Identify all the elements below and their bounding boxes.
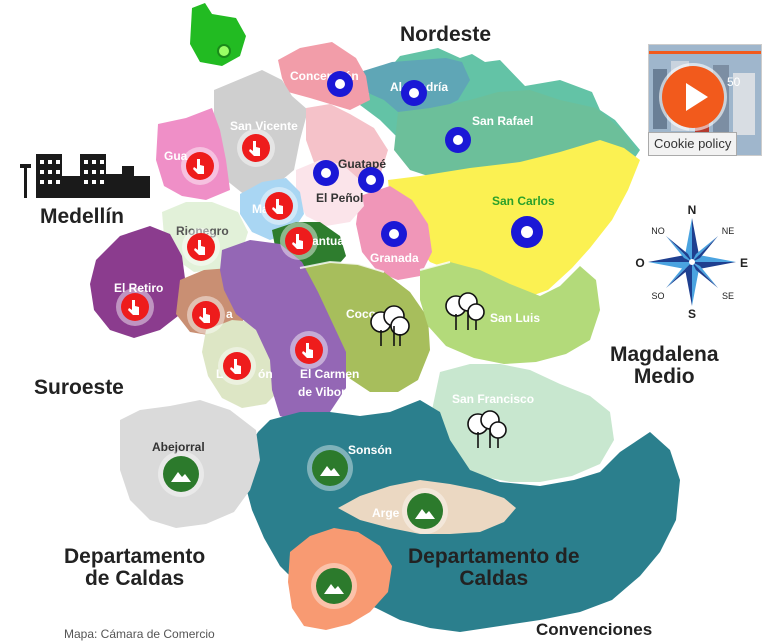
label-san-carlos: San Carlos [492, 194, 555, 208]
tree-markers [370, 292, 507, 448]
compass-ne: NE [722, 226, 735, 236]
label-nordeste: Nordeste [400, 23, 492, 46]
label-magdalena-medio: Magdalena Medio [610, 343, 719, 389]
label-caldas-left-line-2: de Caldas [84, 567, 185, 591]
compass-se: SE [722, 291, 734, 301]
region-el-penol-area [296, 160, 364, 226]
red-marker-el-retiro[interactable] [116, 288, 154, 326]
play-button[interactable] [662, 66, 724, 128]
cookie-policy-button[interactable]: Cookie policy [648, 132, 738, 156]
label-caldas-right-line-1: Departamento de [408, 545, 580, 568]
red-marker-el-santuario[interactable] [280, 222, 318, 260]
legend-title: Convenciones [536, 620, 653, 639]
green-markers [158, 445, 448, 609]
region-san-vicente-area [214, 70, 308, 196]
mountain-marker-abejorral[interactable] [158, 451, 204, 497]
label-abejorral: Abejorral [152, 440, 205, 454]
label-la-union: L [216, 367, 223, 381]
label-marinilla: Ma [252, 202, 269, 216]
compass-s: S [688, 307, 696, 321]
compass-n: N [688, 203, 697, 217]
label-el-penol: El Peñol [316, 191, 363, 205]
label-caldas-right: Departamento de Caldas [408, 545, 580, 591]
label-san-vicente: San Vicente [230, 119, 298, 133]
red-marker-rionegro[interactable] [182, 228, 220, 266]
compass-e: E [740, 256, 748, 270]
label-el-carmen-1: El Carmen [300, 367, 359, 381]
label-magdalena-line-2: Medio [633, 365, 695, 389]
blue-marker-guatape[interactable] [313, 160, 339, 186]
label-magdalena-line-1: Magdalena [610, 343, 719, 366]
red-marker-la-union[interactable] [218, 347, 256, 385]
label-argelia: Arge [372, 506, 400, 520]
label-guarne: Gua [164, 149, 188, 163]
label-san-rafael: San Rafael [472, 114, 533, 128]
blue-marker-san-carlos[interactable] [511, 216, 543, 248]
blue-marker-alejandria[interactable] [401, 80, 427, 106]
compass-o: O [635, 256, 644, 270]
red-marker-san-vicente[interactable] [237, 129, 275, 167]
label-el-retiro: El Retiro [114, 281, 163, 295]
video-time: 50 [727, 75, 741, 89]
city-skyline-icon [20, 154, 150, 198]
label-la-ceja: a [226, 307, 233, 321]
label-medellin: Medellín [40, 205, 125, 228]
red-marker-el-carmen[interactable] [290, 331, 328, 369]
blue-marker-concepcion[interactable] [327, 71, 353, 97]
label-caldas-left: Departamento de Caldas [64, 545, 206, 591]
blue-marker-san-rafael[interactable] [445, 127, 471, 153]
region-cocorna-area [300, 262, 430, 392]
region-san-carlos-area [388, 140, 640, 300]
label-la-union-b: ón [258, 367, 273, 381]
label-cocorna: Coco [346, 307, 376, 321]
mountain-marker-argelia[interactable] [402, 488, 448, 534]
label-caldas-left-line-1: Departamento [64, 545, 206, 568]
region-el-carmen-area [220, 240, 346, 424]
label-el-santuario: antuario [312, 234, 359, 248]
mountain-marker-narino[interactable] [311, 563, 357, 609]
label-granada: Granada [370, 251, 419, 265]
compass-so: SO [651, 291, 664, 301]
compass-rose-icon [648, 218, 736, 306]
label-caldas-right-line-2: Caldas [459, 567, 529, 591]
region-el-retiro-area [90, 226, 186, 338]
tree-icon-san-francisco[interactable] [467, 410, 507, 448]
mountain-marker-sonson[interactable] [307, 445, 353, 491]
region-san-francisco-area [432, 364, 614, 482]
blue-marker-granada[interactable] [381, 221, 407, 247]
compass-no: NO [651, 226, 665, 236]
map-source-caption: Mapa: Cámara de Comercio [64, 627, 215, 641]
label-san-luis: San Luis [490, 311, 540, 325]
red-markers [116, 129, 328, 385]
label-san-francisco: San Francisco [452, 392, 534, 406]
tree-icon-cocorna[interactable] [370, 305, 410, 346]
red-marker-marinilla[interactable] [260, 187, 298, 225]
label-suroeste: Suroeste [34, 376, 124, 399]
region-san-luis-area [420, 262, 600, 364]
label-rionegro: Rionegro [176, 224, 229, 238]
red-marker-guarne[interactable] [181, 147, 219, 185]
label-sonson: Sonsón [348, 443, 392, 457]
tree-icon-san-luis[interactable] [445, 292, 485, 330]
red-marker-la-ceja[interactable] [187, 296, 225, 334]
blue-marker-el-penol[interactable] [358, 167, 384, 193]
label-guatape: Guatapé [338, 157, 386, 171]
antioquia-locator-map [190, 3, 246, 66]
label-el-carmen-2: de Viboral [298, 385, 356, 399]
blue-markers [313, 71, 543, 248]
